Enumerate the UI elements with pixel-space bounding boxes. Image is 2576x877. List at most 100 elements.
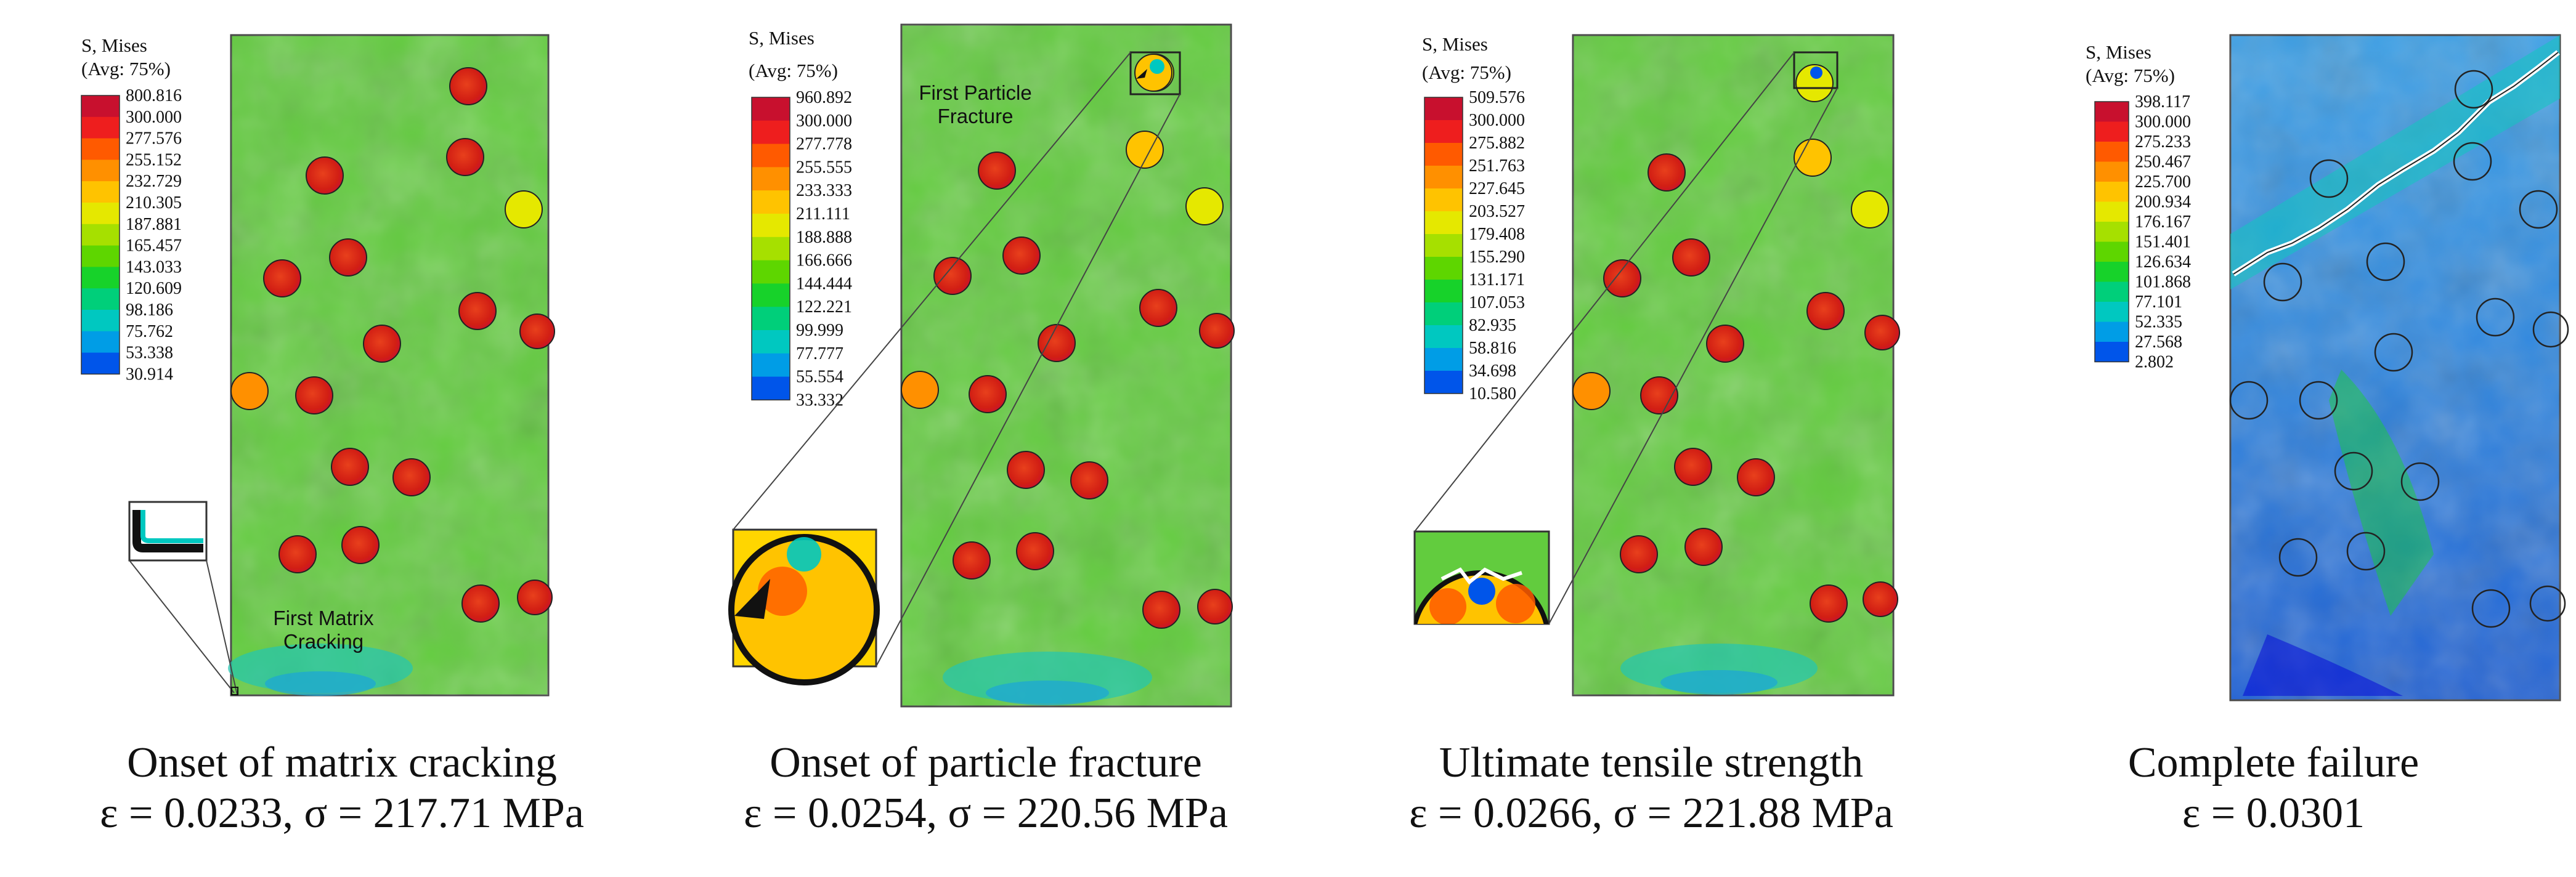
legend-1-value: 255.152 (126, 150, 182, 169)
legend-3-value: 58.816 (1469, 339, 1516, 358)
particles-2 (901, 54, 1235, 629)
particle (1070, 461, 1108, 499)
legend-4-title: S, Mises (2086, 41, 2151, 63)
legend-2-value: 166.666 (796, 251, 852, 270)
legend-2-band (752, 190, 790, 214)
legend-1-value: 300.000 (126, 108, 182, 127)
particle (1126, 131, 1164, 169)
particle (2229, 381, 2269, 420)
legend-1-band (81, 267, 120, 289)
legend-1-value: 187.881 (126, 215, 182, 234)
caption-3-values: ε = 0.0266, σ = 221.88 MPa (1409, 790, 1893, 837)
particle (1185, 187, 1224, 225)
particle (1795, 64, 1834, 102)
particle (331, 448, 369, 486)
particle (1672, 238, 1710, 277)
particle (505, 190, 543, 228)
legend-1-band (81, 181, 120, 203)
legend-2: S, Mises (Avg: 75%) 960.892 300.000 277.77… (749, 27, 852, 410)
particle (278, 535, 317, 573)
legend-3-band (1424, 280, 1463, 303)
legend-4-value: 126.634 (2135, 253, 2191, 272)
legend-4-band (2095, 302, 2129, 322)
legend-4-band (2095, 142, 2129, 162)
specimen-4-fracture-band (2230, 35, 2560, 289)
annotation-first-particle-fracture-line2: Fracture (938, 105, 1014, 127)
legend-1-band (81, 160, 120, 182)
particles-4 (2229, 70, 2569, 628)
caption-4: Complete failure ε = 0.0301 (2002, 738, 2545, 839)
legend-3-band (1424, 257, 1463, 280)
legend-4-value: 275.233 (2135, 132, 2191, 152)
annotation-first-particle-fracture-line1: First Particle (919, 81, 1031, 104)
legend-1-band (81, 116, 120, 139)
legend-2-value: 122.221 (796, 297, 852, 317)
legend-3-value: 275.882 (1469, 134, 1525, 153)
fracture-arrow (1136, 69, 1147, 79)
legend-4-value: 250.467 (2135, 153, 2191, 172)
particle (953, 541, 991, 580)
caption-2: Onset of particle fracture ε = 0.0254, σ… (662, 738, 1309, 839)
legend-3-band (1424, 302, 1463, 326)
particle (1648, 153, 1686, 192)
panel-4: S, Mises (Avg: 75%) 398.117 300.000275.23… (2086, 34, 2569, 701)
legend-2-value: 188.888 (796, 228, 852, 247)
legend-4-value: 398.117 (2135, 92, 2190, 111)
inset-2-crack-wedge (734, 579, 770, 619)
legend-1-band (81, 310, 120, 332)
inset-1-crack (132, 510, 203, 552)
particle (392, 458, 431, 496)
legend-4-band (2095, 161, 2129, 182)
particle (901, 371, 939, 409)
legend-2-band (752, 214, 790, 238)
legend-2-frame (751, 97, 790, 401)
particle (1794, 139, 1832, 177)
legend-4-scale: 398.117 300.000275.233250.467225.700200.9… (2094, 92, 2191, 372)
panel-2: S, Mises (Avg: 75%) 960.892 300.000 277.77… (728, 23, 1235, 708)
legend-3-value: 82.935 (1469, 316, 1516, 335)
legend-1-band (81, 288, 120, 310)
particle (1684, 528, 1723, 566)
legend-4-value: 151.401 (2135, 233, 2191, 252)
particle (263, 259, 301, 297)
particle (2263, 262, 2302, 302)
legend-3-value: 509.576 (1469, 88, 1525, 107)
legend-2-value: 33.332 (796, 390, 843, 410)
legend-1-band (81, 245, 120, 267)
fracture-site-3 (1810, 67, 1822, 79)
particle (341, 526, 380, 564)
legend-1-value: 165.457 (126, 236, 182, 256)
legend-2-value: 300.000 (796, 111, 852, 131)
specimen-1-low-stress-core (265, 671, 376, 696)
inset-2-leader-a (733, 52, 1131, 530)
legend-2-band (752, 376, 790, 400)
particle (2346, 531, 2386, 571)
legend-4-band (2095, 342, 2129, 362)
specimen-2-low-stress-core (986, 681, 1109, 705)
legend-3-value: 34.698 (1469, 362, 1516, 381)
legend-2-value: 255.555 (796, 158, 852, 177)
particle (1016, 532, 1054, 570)
legend-1-band (81, 95, 120, 118)
particle (458, 292, 497, 330)
particle (2299, 381, 2338, 420)
particle (1038, 324, 1076, 362)
legend-1-value: 98.186 (126, 301, 173, 320)
particle (1706, 325, 1744, 363)
legend-2-band (752, 330, 790, 354)
legend-1-value: 800.816 (126, 86, 182, 105)
particle (1851, 190, 1889, 228)
inset-3-crack (1440, 567, 1522, 585)
legend-2-band (752, 236, 790, 261)
legend-1-value: 210.305 (126, 193, 182, 212)
specimen-2-texture (901, 25, 1231, 706)
legend-4-band (2095, 201, 2129, 222)
annotation-first-matrix-cracking-line1: First Matrix (273, 607, 374, 629)
legend-3-subtitle: (Avg: 75%) (1422, 62, 1511, 83)
legend-4-band (2095, 222, 2129, 242)
legend-3-band (1424, 211, 1463, 235)
legend-3-band (1424, 120, 1463, 143)
legend-4-band (2095, 262, 2129, 282)
